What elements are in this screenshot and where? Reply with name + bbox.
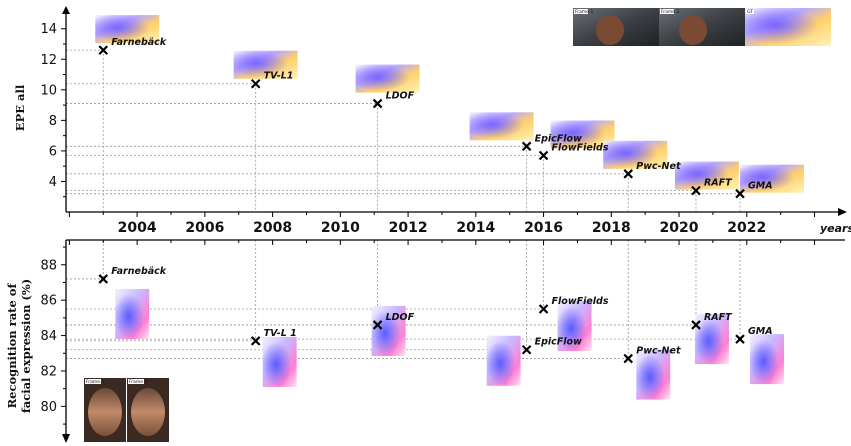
bottom-flow-thumbnail xyxy=(636,349,671,400)
top-point-label: EpicFlow xyxy=(535,133,582,144)
top-inset-tag-3: GT xyxy=(747,9,753,15)
top-flow-thumbnails xyxy=(95,15,805,193)
x-tick-label: 2014 xyxy=(456,220,495,236)
top-point-marker xyxy=(250,78,261,89)
x-tick-label: 2010 xyxy=(321,220,360,236)
bottom-point-marker xyxy=(538,304,549,314)
top-flow-thumbnail xyxy=(674,161,739,190)
top-point-marker xyxy=(691,185,701,196)
bottom-point-marker xyxy=(521,344,532,355)
top-inset-tag-1: Frame 1 xyxy=(575,9,593,15)
bottom-point-label: EpicFlow xyxy=(535,337,582,348)
x-tick-label: 2012 xyxy=(389,220,428,236)
bottom-point-label: RAFT xyxy=(704,312,733,323)
bottom-point-marker xyxy=(372,320,383,330)
top-point-marker xyxy=(623,169,634,179)
bottom-y-tick-label: 88 xyxy=(40,258,57,273)
top-y-axis-label: EPE all xyxy=(13,84,27,131)
bottom-inset-tag-2: Frame 2 xyxy=(129,379,147,385)
top-point-label: FlowFields xyxy=(552,142,609,153)
x-tick-label: 2006 xyxy=(185,220,224,236)
top-flow-thumbnail xyxy=(603,140,668,169)
x-tick-label: 2016 xyxy=(524,220,563,236)
bottom-flow-thumbnail xyxy=(750,334,785,385)
top-y-tick-label: 12 xyxy=(40,53,57,68)
bottom-y-axis-label-line-1: Recognition rate of xyxy=(5,283,19,409)
bottom-y-axis-label-line-2: facial expression (%) xyxy=(19,279,33,413)
x-tick-label: 2018 xyxy=(592,220,631,236)
top-point-label: GMA xyxy=(748,181,773,192)
top-flow-thumbnail xyxy=(740,164,805,193)
bottom-point-marker xyxy=(691,320,701,330)
bottom-inset: Frame 1 Frame 2 xyxy=(84,378,169,442)
top-y-tick-label: 4 xyxy=(49,175,57,190)
top-point-marker xyxy=(521,141,532,152)
guides-top xyxy=(66,49,741,212)
x-tick-label: 2020 xyxy=(660,220,699,236)
bottom-y-axis-arrow xyxy=(62,434,70,443)
bottom-flow-thumbnail xyxy=(557,301,592,352)
bottom-point-label: GMA xyxy=(748,326,773,337)
bottom-y-tick-label: 86 xyxy=(40,294,57,309)
top-point-label: Pwc-Net xyxy=(636,161,681,172)
bottom-inset-tag-1: Frame 1 xyxy=(86,379,104,385)
bottom-flow-thumbnail xyxy=(486,335,521,386)
bottom-flow-thumbnail xyxy=(115,288,150,339)
bottom-point-label: LDOF xyxy=(386,312,415,323)
bottom-flow-thumbnail xyxy=(262,336,297,387)
x-tick-label: 2022 xyxy=(727,220,766,236)
top-flow-thumbnail xyxy=(355,64,420,93)
bottom-point-label: TV-L 1 xyxy=(264,328,297,339)
bottom-point-label: Pwc-Net xyxy=(636,346,681,357)
bottom-point-marker xyxy=(623,353,634,364)
bottom-point-label: FlowFields xyxy=(552,296,609,307)
top-inset: Frame 1 Frame 2 GT xyxy=(573,8,831,46)
top-inset-tag-2: Frame 2 xyxy=(661,9,679,15)
bottom-y-tick-label: 84 xyxy=(40,329,57,344)
x-tick-label: 2004 xyxy=(118,220,157,236)
top-point-marker xyxy=(98,45,109,55)
marks: FarnebäckTV-L1LDOFEpicFlowFlowFieldsPwc-… xyxy=(98,37,773,364)
top-y-tick-label: 10 xyxy=(40,83,57,98)
top-y-tick-label: 6 xyxy=(49,144,57,159)
bottom-flow-thumbnails xyxy=(115,288,785,400)
top-point-label: RAFT xyxy=(704,178,733,189)
top-flow-thumbnail xyxy=(233,50,298,79)
bottom-y-tick-label: 80 xyxy=(40,400,57,415)
top-point-label: LDOF xyxy=(386,91,415,102)
top-flow-thumbnail xyxy=(95,15,160,44)
top-point-label: Farnebäck xyxy=(111,37,167,48)
bottom-point-label: Farnebäck xyxy=(111,266,167,277)
bottom-point-marker xyxy=(250,336,261,346)
x-axis-label: years xyxy=(820,222,851,235)
top-y-tick-label: 8 xyxy=(49,114,57,129)
top-point-marker xyxy=(735,188,745,199)
bottom-flow-thumbnail xyxy=(694,313,729,364)
bottom-y-tick-label: 82 xyxy=(40,364,57,379)
top-point-label: TV-L1 xyxy=(264,71,294,82)
ticks: 2004 2006 2008 2010 2012 2014 2016 2018 2020 2022… xyxy=(40,22,816,425)
bottom-flow-thumbnail xyxy=(371,305,406,356)
bottom-point-marker xyxy=(735,334,745,344)
top-y-tick-label: 14 xyxy=(40,22,57,37)
x-axis-arrow xyxy=(838,208,847,216)
top-y-axis-arrow xyxy=(62,6,70,14)
x-tick-label: 2008 xyxy=(253,220,292,236)
top-point-marker xyxy=(372,98,383,109)
bottom-point-marker xyxy=(98,274,109,284)
top-point-marker xyxy=(538,150,549,161)
top-flow-thumbnail xyxy=(469,112,534,141)
